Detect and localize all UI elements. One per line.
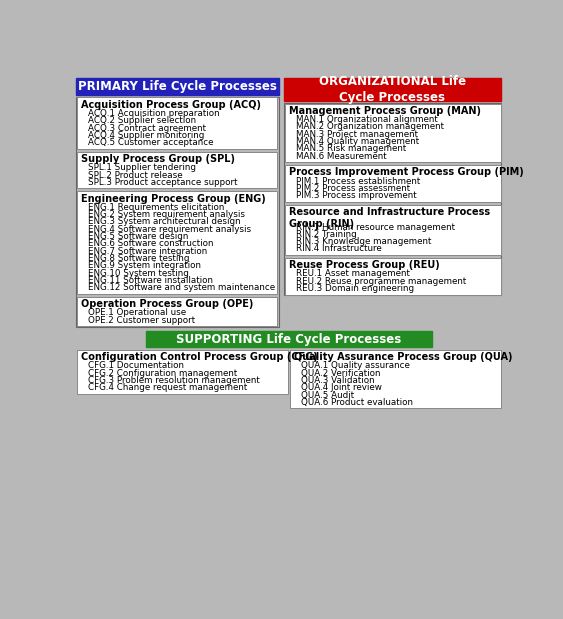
Text: ENG.10 System testing: ENG.10 System testing xyxy=(88,269,189,278)
Text: REU.3 Domain engineering: REU.3 Domain engineering xyxy=(296,284,414,293)
FancyBboxPatch shape xyxy=(285,205,501,255)
Text: QUA.6 Product evaluation: QUA.6 Product evaluation xyxy=(301,398,413,407)
FancyBboxPatch shape xyxy=(284,78,501,102)
Text: ENG.12 Software and system maintenance: ENG.12 Software and system maintenance xyxy=(88,284,275,292)
Text: QUA.5 Audit: QUA.5 Audit xyxy=(301,391,354,400)
Text: ENG.5 Software design: ENG.5 Software design xyxy=(88,232,189,241)
Text: ENG.3 System architectural design: ENG.3 System architectural design xyxy=(88,217,241,227)
Text: RIN.2 Training: RIN.2 Training xyxy=(296,230,356,239)
Text: Engineering Process Group (ENG): Engineering Process Group (ENG) xyxy=(81,194,266,204)
Text: QUA.2 Verification: QUA.2 Verification xyxy=(301,369,380,378)
Text: Process Improvement Process Group (PIM): Process Improvement Process Group (PIM) xyxy=(289,168,524,178)
FancyBboxPatch shape xyxy=(285,258,501,295)
Text: MAN.1 Organizational alignment: MAN.1 Organizational alignment xyxy=(296,115,437,124)
Text: SPL.1 Supplier tendering: SPL.1 Supplier tendering xyxy=(88,163,196,172)
Text: ENG.8 Software testing: ENG.8 Software testing xyxy=(88,254,190,263)
Text: ENG.2 System requirement analysis: ENG.2 System requirement analysis xyxy=(88,210,245,219)
Text: CFG.3 Problem resolution management: CFG.3 Problem resolution management xyxy=(88,376,260,385)
FancyBboxPatch shape xyxy=(77,297,278,326)
FancyBboxPatch shape xyxy=(290,350,501,409)
Text: REU.1 Asset management: REU.1 Asset management xyxy=(296,269,410,279)
Text: MAN.4 Quality management: MAN.4 Quality management xyxy=(296,137,419,146)
Text: PIM.3 Process improvement: PIM.3 Process improvement xyxy=(296,191,417,201)
Text: Configuration Control Process Group (CFG): Configuration Control Process Group (CFG… xyxy=(81,352,318,362)
Text: ENG.9 System integration: ENG.9 System integration xyxy=(88,261,201,271)
Text: SPL.2 Product release: SPL.2 Product release xyxy=(88,170,183,180)
FancyBboxPatch shape xyxy=(77,152,278,188)
Text: Supply Process Group (SPL): Supply Process Group (SPL) xyxy=(81,154,235,164)
FancyBboxPatch shape xyxy=(285,103,501,162)
Text: Management Process Group (MAN): Management Process Group (MAN) xyxy=(289,106,481,116)
Text: ENG.7 Software integration: ENG.7 Software integration xyxy=(88,247,207,256)
Text: MAN.3 Project management: MAN.3 Project management xyxy=(296,130,418,139)
Text: CFG.1 Documentation: CFG.1 Documentation xyxy=(88,361,184,371)
Text: ACQ.1 Acquisition preparation: ACQ.1 Acquisition preparation xyxy=(88,109,220,118)
Text: Reuse Process Group (REU): Reuse Process Group (REU) xyxy=(289,260,440,271)
Text: QUA.1 Quality assurance: QUA.1 Quality assurance xyxy=(301,361,409,371)
Text: RIN.3 Knowledge management: RIN.3 Knowledge management xyxy=(296,237,431,246)
FancyBboxPatch shape xyxy=(146,331,431,347)
Text: OPE.1 Operational use: OPE.1 Operational use xyxy=(88,308,186,318)
Text: ENG.1 Requirements elicitation: ENG.1 Requirements elicitation xyxy=(88,203,225,212)
Text: ACQ.4 Supplier monitoring: ACQ.4 Supplier monitoring xyxy=(88,131,204,140)
Text: ORGANIZATIONAL Life
Cycle Processes: ORGANIZATIONAL Life Cycle Processes xyxy=(319,75,466,104)
FancyBboxPatch shape xyxy=(77,350,288,394)
Text: QUA.3 Validation: QUA.3 Validation xyxy=(301,376,374,385)
Text: OPE.2 Customer support: OPE.2 Customer support xyxy=(88,316,195,325)
Text: Quality Assurance Process Group (QUA): Quality Assurance Process Group (QUA) xyxy=(293,352,512,362)
Text: ACQ.5 Customer acceptance: ACQ.5 Customer acceptance xyxy=(88,138,214,147)
Text: ACQ.2 Supplier selection: ACQ.2 Supplier selection xyxy=(88,116,196,125)
Text: MAN.5 Risk management: MAN.5 Risk management xyxy=(296,144,406,154)
Text: RIN.1 Human resource management: RIN.1 Human resource management xyxy=(296,222,455,232)
Text: MAN.2 Organization management: MAN.2 Organization management xyxy=(296,123,444,131)
Text: REU.2 Reuse programme management: REU.2 Reuse programme management xyxy=(296,277,466,286)
Text: ACQ.3 Contract agreement: ACQ.3 Contract agreement xyxy=(88,124,206,132)
Text: RIN.4 Infrastructure: RIN.4 Infrastructure xyxy=(296,245,382,253)
Text: SPL.3 Product acceptance support: SPL.3 Product acceptance support xyxy=(88,178,238,187)
Text: ENG.6 Software construction: ENG.6 Software construction xyxy=(88,240,214,248)
Text: CFG.4 Change request management: CFG.4 Change request management xyxy=(88,383,248,392)
Text: MAN.6 Measurement: MAN.6 Measurement xyxy=(296,152,387,161)
FancyBboxPatch shape xyxy=(285,165,501,202)
Text: PRIMARY Life Cycle Processes: PRIMARY Life Cycle Processes xyxy=(78,80,277,93)
FancyBboxPatch shape xyxy=(77,191,278,294)
Text: PIM.1 Process establishment: PIM.1 Process establishment xyxy=(296,176,420,186)
FancyBboxPatch shape xyxy=(77,97,278,149)
Text: ENG.11 Software installation: ENG.11 Software installation xyxy=(88,276,213,285)
Text: CFG.2 Configuration management: CFG.2 Configuration management xyxy=(88,369,238,378)
Text: Operation Process Group (OPE): Operation Process Group (OPE) xyxy=(81,299,253,309)
Text: Acquisition Process Group (ACQ): Acquisition Process Group (ACQ) xyxy=(81,100,261,110)
Text: Resource and Infrastructure Process
Group (RIN): Resource and Infrastructure Process Grou… xyxy=(289,207,490,228)
Text: SUPPORTING Life Cycle Processes: SUPPORTING Life Cycle Processes xyxy=(176,332,401,345)
Text: QUA.4 Joint review: QUA.4 Joint review xyxy=(301,383,381,392)
FancyBboxPatch shape xyxy=(76,78,279,95)
Text: PIM.2 Process assessment: PIM.2 Process assessment xyxy=(296,184,410,193)
Text: ENG.4 Software requirement analysis: ENG.4 Software requirement analysis xyxy=(88,225,251,234)
